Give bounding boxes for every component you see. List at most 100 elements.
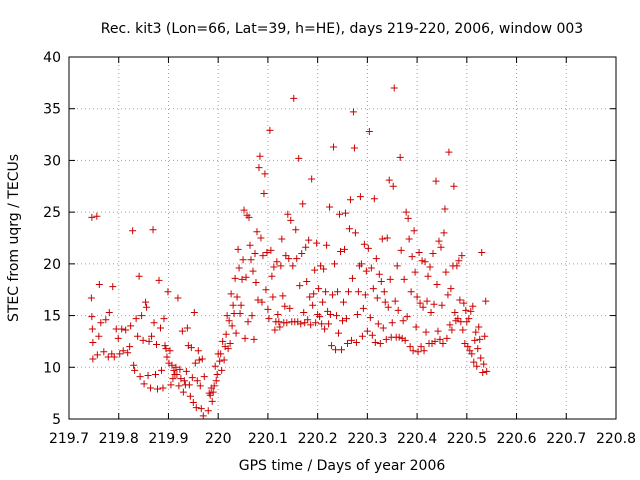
data-point: [403, 313, 411, 321]
data-point: [88, 325, 96, 333]
data-point: [316, 313, 324, 321]
data-point: [458, 252, 466, 260]
data-point: [331, 260, 339, 268]
data-point: [198, 355, 206, 363]
data-point: [372, 255, 380, 263]
data-point: [179, 388, 187, 396]
data-point: [434, 327, 442, 335]
data-point: [260, 190, 268, 198]
data-point: [436, 335, 444, 343]
data-point: [189, 398, 197, 406]
data-point: [95, 281, 103, 289]
data-point: [318, 320, 326, 328]
data-point: [256, 152, 264, 160]
data-point: [460, 299, 468, 307]
data-point: [381, 298, 389, 306]
data-point: [386, 275, 394, 283]
data-point: [421, 258, 429, 266]
data-point: [95, 332, 103, 340]
data-point: [277, 262, 285, 270]
data-point: [448, 326, 456, 334]
data-point: [336, 210, 344, 218]
data-point: [273, 258, 281, 266]
data-point: [242, 273, 250, 281]
data-point: [455, 257, 463, 265]
data-point: [167, 381, 175, 389]
data-point: [356, 193, 364, 201]
data-point: [200, 373, 208, 381]
axis-ticks: [68, 56, 617, 420]
data-point: [258, 298, 266, 306]
data-point: [261, 170, 269, 178]
y-axis-label: STEC from uqrg / TECUs: [6, 154, 22, 322]
chart-title: Rec. kit3 (Lon=66, Lat=39, h=HE), days 2…: [101, 21, 583, 37]
data-point: [480, 360, 488, 368]
data-point: [235, 264, 243, 272]
data-point: [257, 234, 265, 242]
data-point: [204, 407, 212, 415]
data-point: [479, 368, 487, 376]
data-point: [157, 366, 165, 374]
data-point: [324, 307, 332, 315]
data-point: [394, 306, 402, 314]
data-point: [340, 245, 348, 253]
data-point: [302, 243, 310, 251]
data-point: [350, 144, 358, 152]
data-point: [264, 305, 272, 313]
data-point: [465, 315, 473, 323]
data-point: [423, 297, 431, 305]
data-point: [147, 384, 155, 392]
data-point: [353, 311, 361, 319]
data-point: [293, 255, 301, 263]
data-point: [385, 176, 393, 184]
data-point: [290, 94, 298, 102]
data-point: [266, 126, 274, 134]
data-point: [223, 312, 231, 320]
data-point: [168, 361, 176, 369]
data-point: [209, 388, 217, 396]
data-point: [388, 319, 396, 327]
data-point: [373, 294, 381, 302]
data-point: [254, 296, 262, 304]
data-point: [346, 196, 354, 204]
data-point: [150, 319, 158, 327]
data-point: [105, 308, 113, 316]
data-point: [89, 338, 97, 346]
data-point: [296, 282, 304, 290]
data-point: [126, 343, 134, 351]
x-tick-label: 220.7: [546, 431, 586, 447]
data-point: [468, 350, 476, 358]
x-axis-label: GPS time / Days of year 2006: [239, 458, 446, 474]
data-point: [345, 225, 353, 233]
data-point: [193, 377, 201, 385]
data-point: [311, 266, 319, 274]
data-point: [216, 357, 224, 365]
data-point: [240, 206, 248, 214]
data-point: [287, 216, 295, 224]
data-point: [251, 250, 259, 258]
data-point: [199, 412, 207, 420]
data-point: [279, 292, 287, 300]
y-tick-label: 30: [43, 153, 61, 169]
data-point: [166, 347, 174, 355]
data-point: [114, 334, 122, 342]
data-point: [307, 321, 315, 329]
data-point: [195, 356, 203, 364]
data-point: [93, 212, 101, 220]
data-point: [459, 326, 467, 334]
data-point: [270, 263, 278, 271]
data-point: [192, 404, 200, 412]
data-point: [453, 262, 461, 270]
data-point: [197, 405, 205, 413]
y-tick-label: 25: [43, 205, 61, 221]
data-point: [344, 288, 352, 296]
data-point: [274, 311, 282, 319]
data-point: [247, 256, 255, 264]
data-point: [384, 303, 392, 311]
data-point: [370, 195, 378, 203]
x-tick-label: 220.2: [298, 431, 338, 447]
data-point: [191, 359, 199, 367]
data-point: [422, 328, 430, 336]
data-point: [478, 248, 486, 256]
